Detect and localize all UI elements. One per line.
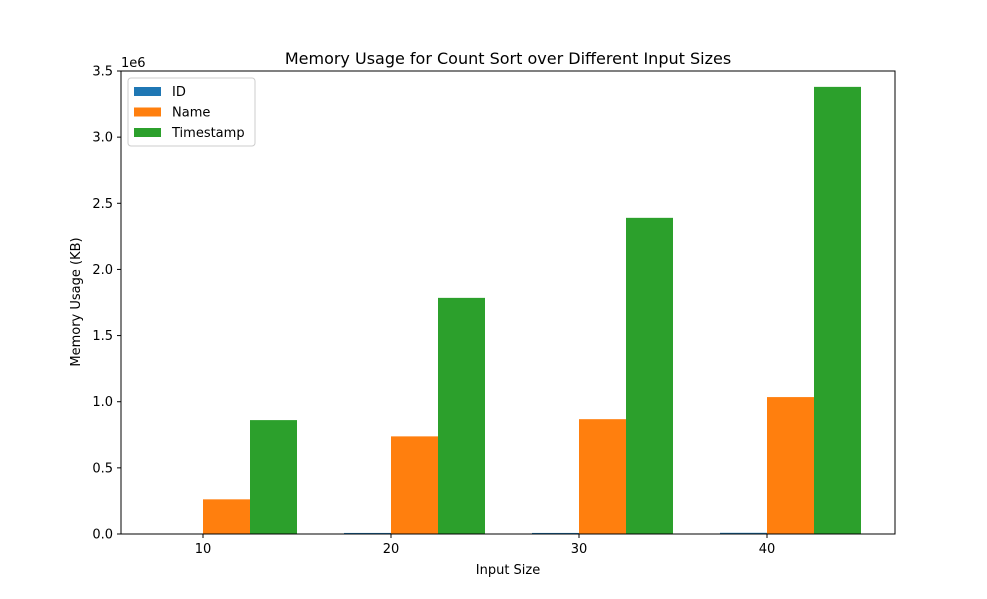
- legend-swatch-name: [134, 107, 161, 117]
- x-tick-label: 40: [759, 542, 776, 557]
- y-offset-label: 1e6: [121, 56, 146, 71]
- bars-layer: [156, 86, 861, 535]
- legend-label-timestamp: Timestamp: [171, 126, 245, 141]
- y-tick-label: 3.0: [92, 131, 113, 146]
- bar-timestamp-30: [626, 217, 673, 534]
- bar-name-30: [579, 419, 626, 534]
- bar-name-40: [767, 397, 814, 534]
- bar-timestamp-20: [438, 297, 485, 534]
- bar-id-40: [720, 532, 767, 534]
- x-axis: 10 20 30 40: [195, 534, 776, 557]
- legend-swatch-timestamp: [134, 128, 161, 137]
- y-tick-label: 2.0: [92, 263, 113, 278]
- bar-name-10: [203, 499, 250, 534]
- y-tick-label: 1.0: [92, 395, 113, 410]
- x-tick-label: 30: [571, 542, 588, 557]
- x-tick-label: 10: [195, 542, 212, 557]
- legend: ID Name Timestamp: [127, 77, 256, 147]
- legend-label-id: ID: [172, 85, 186, 100]
- y-axis-label: Memory Usage (KB): [69, 237, 84, 366]
- bar-name-20: [391, 436, 438, 534]
- y-axis: 0.0 0.5 1.0 1.5 2.0 2.5 3.0 3.5: [92, 65, 121, 543]
- bar-id-30: [532, 532, 579, 534]
- bar-timestamp-10: [250, 420, 297, 534]
- legend-label-name: Name: [172, 106, 210, 121]
- x-tick-label: 20: [383, 542, 400, 557]
- y-tick-label: 0.0: [92, 528, 113, 543]
- y-tick-label: 2.5: [92, 197, 113, 212]
- chart-title: Memory Usage for Count Sort over Differe…: [285, 49, 731, 68]
- bar-timestamp-40: [814, 86, 861, 535]
- plot-frame: [120, 70, 896, 535]
- y-tick-label: 1.5: [92, 329, 113, 344]
- y-tick-label: 0.5: [92, 461, 113, 476]
- y-tick-label: 3.5: [92, 65, 113, 80]
- x-axis-label: Input Size: [476, 563, 540, 578]
- bar-id-20: [344, 532, 391, 534]
- legend-swatch-id: [134, 87, 161, 96]
